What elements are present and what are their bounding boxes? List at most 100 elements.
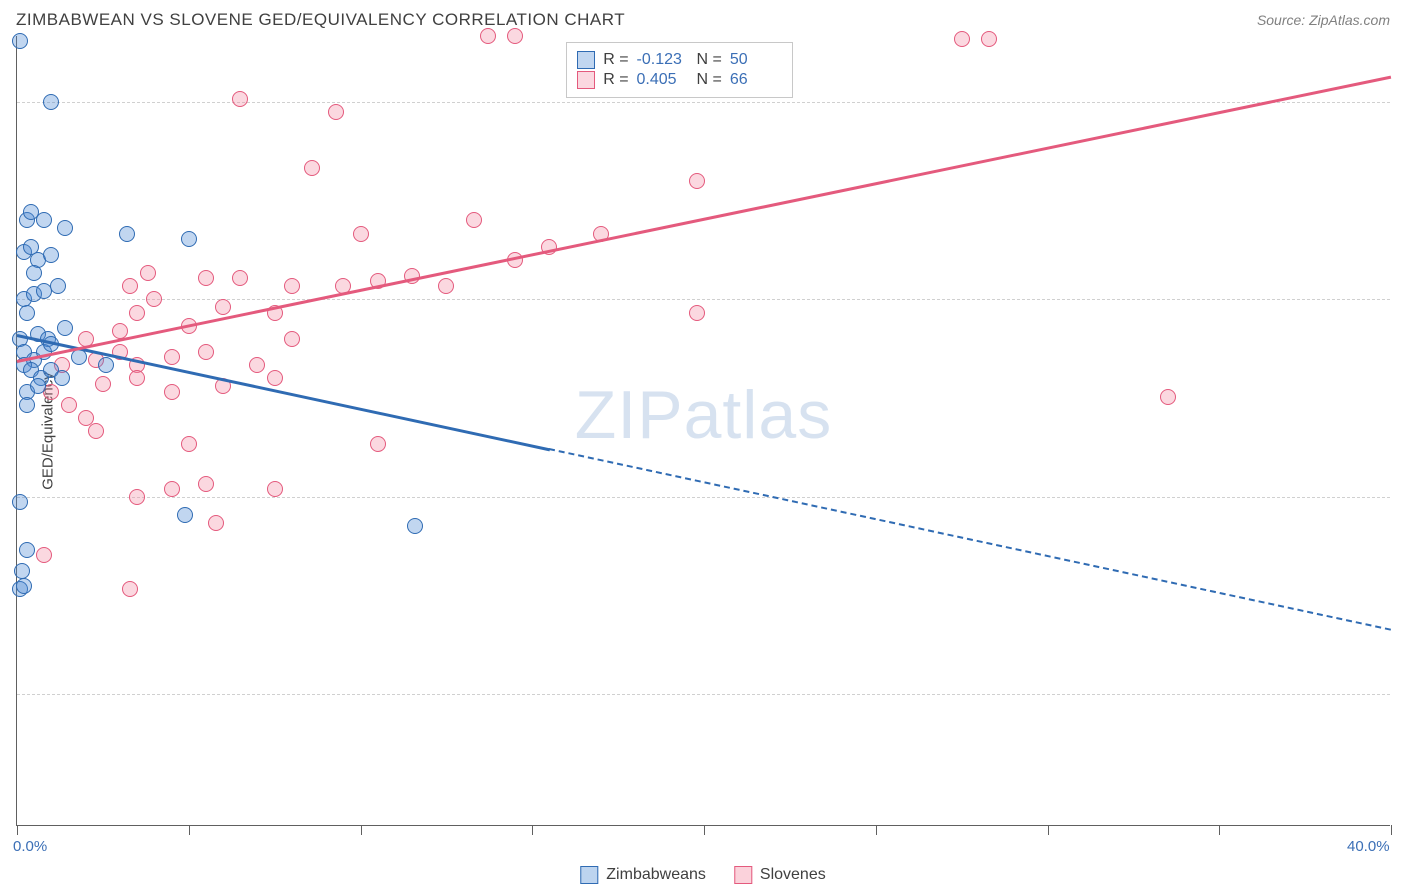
y-tick-label: 77.5%: [1400, 686, 1406, 703]
legend-swatch: [734, 866, 752, 884]
y-tick-label: 100.0%: [1400, 93, 1406, 110]
x-tick: [17, 825, 18, 835]
scatter-point: [16, 578, 32, 594]
scatter-point: [57, 320, 73, 336]
scatter-point: [954, 31, 970, 47]
stat-n-label: N =: [697, 51, 722, 69]
scatter-point: [146, 291, 162, 307]
scatter-point: [19, 305, 35, 321]
scatter-point: [438, 278, 454, 294]
legend-item: Slovenes: [734, 866, 826, 884]
scatter-point: [215, 299, 231, 315]
scatter-point: [480, 28, 496, 44]
scatter-point: [19, 397, 35, 413]
legend-label: Slovenes: [760, 866, 826, 884]
chart-legend: Zimbabweans Slovenes: [580, 866, 825, 884]
scatter-point: [267, 481, 283, 497]
x-tick: [1391, 825, 1392, 835]
stat-n-label: N =: [697, 71, 722, 89]
scatter-point: [198, 344, 214, 360]
legend-label: Zimbabweans: [606, 866, 706, 884]
x-tick: [1219, 825, 1220, 835]
stat-n-value: 66: [730, 71, 782, 89]
stats-legend-row: R = -0.123 N = 50: [577, 51, 782, 69]
scatter-point: [164, 384, 180, 400]
regression-line: [549, 448, 1391, 631]
legend-swatch: [577, 51, 595, 69]
scatter-point: [981, 31, 997, 47]
scatter-point: [689, 173, 705, 189]
y-tick-label: 85.0%: [1400, 488, 1406, 505]
gridline: [17, 102, 1390, 103]
scatter-point: [177, 507, 193, 523]
scatter-point: [129, 370, 145, 386]
scatter-point: [122, 581, 138, 597]
scatter-point: [12, 494, 28, 510]
scatter-point: [54, 370, 70, 386]
scatter-point: [181, 231, 197, 247]
x-tick-label: 0.0%: [13, 838, 47, 855]
scatter-point: [30, 378, 46, 394]
x-tick: [361, 825, 362, 835]
scatter-point: [98, 357, 114, 373]
scatter-point: [14, 563, 30, 579]
scatter-point: [284, 278, 300, 294]
scatter-point: [129, 489, 145, 505]
scatter-point: [370, 436, 386, 452]
legend-swatch: [577, 71, 595, 89]
chart-header: ZIMBABWEAN VS SLOVENE GED/EQUIVALENCY CO…: [0, 0, 1406, 36]
scatter-point: [36, 212, 52, 228]
scatter-point: [43, 384, 59, 400]
scatter-point: [1160, 389, 1176, 405]
gridline: [17, 694, 1390, 695]
scatter-point: [198, 476, 214, 492]
scatter-point: [140, 265, 156, 281]
scatter-point: [88, 423, 104, 439]
stat-n-value: 50: [730, 51, 782, 69]
scatter-point: [95, 376, 111, 392]
scatter-point: [689, 305, 705, 321]
scatter-point: [249, 357, 265, 373]
chart-source: Source: ZipAtlas.com: [1257, 12, 1390, 28]
regression-line: [17, 76, 1391, 363]
watermark: ZIPatlas: [575, 376, 832, 454]
stat-r-label: R =: [603, 71, 628, 89]
scatter-point: [122, 278, 138, 294]
gridline: [17, 497, 1390, 498]
scatter-point: [407, 518, 423, 534]
scatter-point: [232, 91, 248, 107]
scatter-point: [304, 160, 320, 176]
stat-r-value: 0.405: [637, 71, 689, 89]
scatter-point: [19, 542, 35, 558]
stats-legend-row: R = 0.405 N = 66: [577, 71, 782, 89]
scatter-point: [328, 104, 344, 120]
scatter-point: [36, 547, 52, 563]
y-tick-label: 92.5%: [1400, 291, 1406, 308]
scatter-point: [129, 305, 145, 321]
scatter-point: [71, 349, 87, 365]
x-tick: [189, 825, 190, 835]
scatter-point: [61, 397, 77, 413]
x-tick: [704, 825, 705, 835]
chart-title: ZIMBABWEAN VS SLOVENE GED/EQUIVALENCY CO…: [16, 10, 625, 30]
scatter-point: [208, 515, 224, 531]
legend-swatch: [580, 866, 598, 884]
scatter-point: [57, 220, 73, 236]
scatter-point: [353, 226, 369, 242]
scatter-point: [267, 370, 283, 386]
x-tick-label: 40.0%: [1347, 838, 1390, 855]
scatter-point: [164, 349, 180, 365]
scatter-point: [43, 94, 59, 110]
x-tick: [1048, 825, 1049, 835]
scatter-point: [466, 212, 482, 228]
stat-r-label: R =: [603, 51, 628, 69]
scatter-point: [507, 28, 523, 44]
stat-r-value: -0.123: [637, 51, 689, 69]
chart-plot-area: GED/Equivalency 77.5%85.0%92.5%100.0%0.0…: [16, 36, 1390, 826]
scatter-point: [43, 247, 59, 263]
scatter-point: [26, 265, 42, 281]
scatter-point: [232, 270, 248, 286]
scatter-point: [12, 33, 28, 49]
legend-item: Zimbabweans: [580, 866, 706, 884]
scatter-point: [119, 226, 135, 242]
